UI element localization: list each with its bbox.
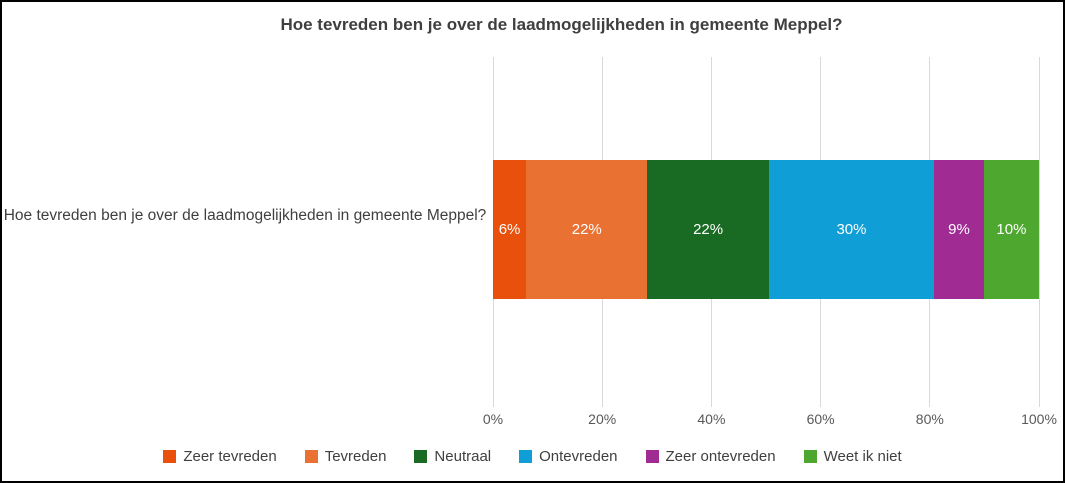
legend-item-weet-ik-niet: Weet ik niet — [803, 448, 902, 465]
data-label: 30% — [836, 221, 867, 238]
data-label: 22% — [693, 221, 724, 238]
legend-swatch — [519, 450, 533, 463]
x-axis: 0% 20% 40% 60% 80% 100% — [483, 411, 1057, 429]
x-tick-label: 80% — [915, 411, 944, 427]
legend-item-tevreden: Tevreden — [304, 448, 387, 465]
x-tick-label: 100% — [1021, 411, 1057, 427]
legend-item-neutraal: Neutraal — [414, 448, 491, 465]
x-tick-label: 60% — [806, 411, 835, 427]
legend-item-zeer-ontevreden: Zeer ontevreden — [645, 448, 776, 465]
legend-item-ontevreden: Ontevreden — [519, 448, 618, 465]
category-axis-label: Hoe tevreden ben je over de laadmogelijk… — [3, 207, 487, 224]
x-tick-label: 40% — [697, 411, 726, 427]
legend-label: Weet ik niet — [823, 448, 902, 465]
data-label: 10% — [996, 221, 1027, 238]
legend-label: Neutraal — [434, 448, 492, 465]
bar-segment-zeer-ontevreden: 9% — [934, 160, 984, 299]
legend-label: Zeer ontevreden — [665, 448, 776, 465]
data-label: 6% — [498, 221, 521, 238]
legend-label: Tevreden — [324, 448, 387, 465]
bar-segment-weet-ik-niet: 10% — [983, 160, 1039, 299]
chart-title: Hoe tevreden ben je over de laadmogelijk… — [280, 15, 843, 34]
legend-swatch — [803, 450, 817, 463]
legend-swatch — [304, 450, 318, 463]
legend-label: Ontevreden — [539, 448, 618, 465]
stacked-bar: 6% 22% 22% 30% 9% 10% — [493, 160, 1039, 299]
bar-segment-tevreden: 22% — [526, 160, 648, 299]
legend-swatch — [645, 450, 659, 463]
legend-swatch — [414, 450, 428, 463]
legend-swatch — [163, 450, 177, 463]
legend-item-zeer-tevreden: Zeer tevreden — [163, 448, 277, 465]
bar-segment-neutraal: 22% — [647, 160, 769, 299]
data-label: 22% — [571, 221, 602, 238]
x-tick-label: 20% — [588, 411, 617, 427]
data-label: 9% — [948, 221, 970, 238]
gridline — [1038, 57, 1040, 407]
bar-segment-ontevreden: 30% — [768, 160, 935, 299]
legend: Zeer tevreden Tevreden Neutraal Ontevreden Z… — [2, 448, 1063, 465]
x-tick-label: 0% — [482, 411, 504, 427]
bar-segment-zeer-tevreden: 6% — [493, 160, 527, 299]
legend-label: Zeer tevreden — [183, 448, 277, 465]
